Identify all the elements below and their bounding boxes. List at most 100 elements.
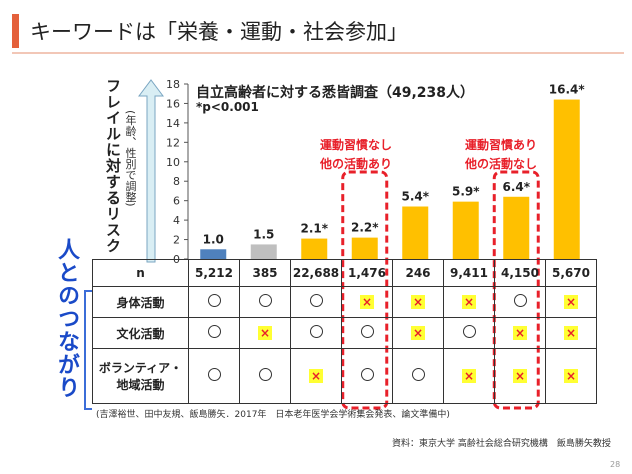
- activity-cell: ×: [545, 286, 597, 318]
- cross-mark-icon: ×: [309, 369, 323, 383]
- side-label: 人とのつながり: [54, 238, 79, 399]
- bar-value-label: 16.4*: [549, 83, 586, 97]
- activity-cell: ×: [392, 286, 444, 318]
- activity-label: 文化活動: [92, 317, 189, 349]
- y-axis-arrow: [138, 79, 164, 263]
- y-tick-label: 18: [166, 78, 180, 91]
- bar: [553, 99, 580, 259]
- cross-mark-icon: ×: [360, 295, 374, 309]
- annotation-line: 他の活動なし: [465, 157, 538, 171]
- activity-label: 身体活動: [92, 286, 189, 318]
- activity-row: 文化活動 × × × ×: [92, 317, 597, 349]
- cross-mark-icon: ×: [564, 369, 578, 383]
- title-accent-bar: [12, 14, 19, 48]
- activity-cell: [290, 286, 342, 318]
- n-value-7: 4,150: [494, 259, 546, 287]
- circle-mark-icon: [207, 294, 221, 307]
- circle-mark-icon: [462, 325, 476, 338]
- annotation-exercise-only: 運動習慣あり 他の活動なし: [465, 136, 537, 174]
- activity-cell: [494, 286, 546, 318]
- n-header: n: [92, 259, 189, 287]
- bar-value-label: 2.1*: [300, 222, 328, 236]
- circle-mark-icon: [411, 368, 425, 381]
- activity-cell: [392, 348, 444, 404]
- annotation-line: 運動習慣あり: [465, 138, 538, 152]
- activity-label: ボランティア・ 地域活動: [92, 348, 189, 404]
- bar: [250, 244, 277, 259]
- y-tick-label: 8: [173, 175, 180, 188]
- activity-cell: ×: [341, 286, 393, 318]
- cross-mark-icon: ×: [411, 295, 425, 309]
- y-axis-note: (年齢、性別で調整): [124, 110, 137, 207]
- y-tick-label: 12: [166, 136, 180, 149]
- activity-cell: [239, 348, 291, 404]
- y-tick-label: 14: [166, 117, 180, 130]
- activity-cell: [341, 348, 393, 404]
- highlight-box: [492, 170, 540, 410]
- circle-mark-icon: [309, 294, 323, 307]
- activity-cell: ×: [545, 317, 597, 349]
- annotation-line: 運動習慣なし: [320, 138, 393, 152]
- n-value-4: 1,476: [341, 259, 393, 287]
- n-value-2: 385: [239, 259, 291, 287]
- slide-title: キーワードは「栄養・運動・社会参加」: [30, 20, 408, 44]
- activity-cell: [239, 286, 291, 318]
- circle-mark-icon: [258, 368, 272, 381]
- y-tick-label: 6: [173, 195, 180, 208]
- bar-value-label: 2.2*: [351, 221, 379, 235]
- activity-cell: ×: [290, 348, 342, 404]
- y-tick-label: 4: [173, 214, 180, 227]
- cross-mark-icon: ×: [462, 369, 476, 383]
- annotation-no-exercise: 運動習慣なし 他の活動あり: [320, 136, 392, 174]
- cross-mark-icon: ×: [564, 295, 578, 309]
- cross-mark-icon: ×: [462, 295, 476, 309]
- cross-mark-icon: ×: [513, 326, 527, 340]
- activity-row: 身体活動 × × × ×: [92, 286, 597, 318]
- y-tick-label: 10: [166, 156, 180, 169]
- activity-cell: [341, 317, 393, 349]
- activity-cell: ×: [392, 317, 444, 349]
- n-value-5: 246: [392, 259, 444, 287]
- bar-value-label: 5.9*: [452, 185, 480, 199]
- bar-value-label: 6.4*: [502, 180, 530, 194]
- activity-cell: [443, 317, 495, 349]
- y-axis-title: フレイルに対するリスク: [104, 78, 122, 254]
- bar-value-label: 1.0: [203, 232, 224, 246]
- bar: [402, 206, 429, 259]
- activity-cell: ×: [494, 317, 546, 349]
- circle-mark-icon: [360, 368, 374, 381]
- circle-mark-icon: [309, 325, 323, 338]
- title-divider: [12, 52, 624, 54]
- circle-mark-icon: [360, 325, 374, 338]
- bar-value-label: 1.5: [253, 227, 274, 241]
- annotation-line: 他の活動あり: [320, 157, 393, 171]
- circle-mark-icon: [258, 294, 272, 307]
- chart-subtitle: *p<0.001: [196, 100, 259, 114]
- activity-cell: ×: [443, 348, 495, 404]
- cross-mark-icon: ×: [258, 326, 272, 340]
- cross-mark-icon: ×: [411, 326, 425, 340]
- circle-mark-icon: [207, 368, 221, 381]
- bar: [200, 249, 227, 259]
- side-bracket: [84, 290, 92, 410]
- activity-cell: ×: [545, 348, 597, 404]
- citation: (吉澤裕世、田中友規、飯島勝矢．2017年 日本老年医学会学術集会発表、論文準備…: [96, 410, 450, 420]
- y-tick-label: 16: [166, 97, 180, 110]
- circle-mark-icon: [207, 325, 221, 338]
- bar: [351, 237, 378, 259]
- source-credit: 資料：東京大学 高齢社会総合研究機構 飯島勝矢教授: [392, 439, 611, 449]
- bar: [452, 201, 479, 259]
- bar: [301, 238, 328, 259]
- n-value-6: 9,411: [443, 259, 495, 287]
- page-number: 28: [610, 460, 621, 469]
- activity-cell: ×: [494, 348, 546, 404]
- chart-title: 自立高齢者に対する悉皆調査（49,238人）: [196, 85, 475, 101]
- bar: [503, 196, 530, 259]
- circle-mark-icon: [513, 294, 527, 307]
- activity-cell: [188, 317, 240, 349]
- y-tick-label: 2: [173, 234, 180, 247]
- n-value-3: 22,688: [290, 259, 342, 287]
- activity-table: n 5,212 385 22,688 1,476 246 9,411 4,150 5,670 身体…: [92, 259, 597, 404]
- activity-cell: ×: [239, 317, 291, 349]
